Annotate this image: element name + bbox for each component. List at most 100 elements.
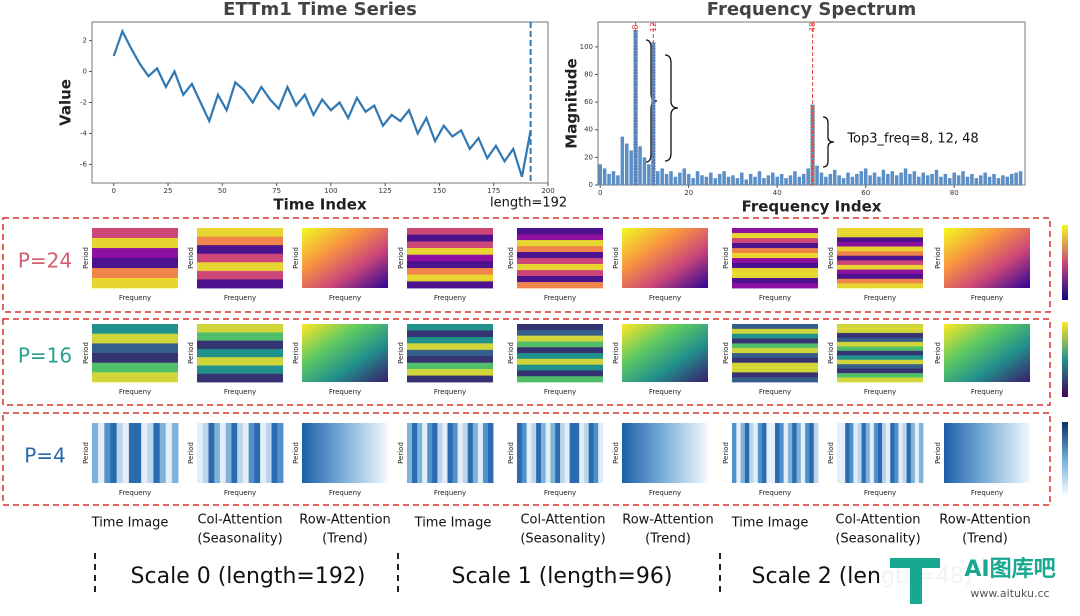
column-label: Time Image [91,516,169,531]
heatmap [622,228,708,288]
stripe [92,343,178,354]
stripe [92,278,178,289]
stripe [197,357,283,366]
heatmap-y-label: Period [827,442,835,464]
stripe [225,423,232,483]
stripe [545,423,551,483]
stripe [92,362,178,373]
column-sublabel: (Seasonality) [520,532,605,547]
bar [722,171,726,185]
heatmap-y-label: Period [612,342,620,364]
stripe [550,423,556,483]
stripe [407,423,413,483]
stripe [732,248,818,254]
heatmap [197,228,283,289]
bar [709,172,713,185]
bar [978,175,983,185]
stripe [732,377,818,383]
stripe [197,332,283,342]
stripe [732,353,818,359]
stripe [588,423,594,483]
heatmap [302,423,388,483]
stripe [861,423,867,483]
stripe [837,228,923,234]
stripe [517,358,603,366]
stripe [517,252,603,259]
heatmap-x-label: Frequeny [544,489,576,497]
heatmap-x-label: Frequeny [224,294,256,302]
heatmap-y-label: Period [397,442,405,464]
row-label: P=24 [18,249,72,273]
stripe [732,343,818,349]
bar [1005,176,1010,185]
bar [695,171,700,185]
heatmap-y-label: Period [397,342,405,364]
heatmap-trend [302,423,388,483]
bar [868,175,872,185]
stripe [869,423,875,483]
stripe [427,423,433,483]
stripe [813,423,819,483]
stripe [882,423,887,483]
bar [832,169,837,185]
heatmap-x-label: Frequeny [971,388,1003,396]
y-tick-label: -2 [80,99,87,107]
stripe [197,262,283,272]
stripe [407,343,493,351]
stripe [472,423,479,483]
heatmap [732,228,818,289]
stripe [260,423,267,483]
stripe [837,232,923,238]
x-tick-label: 0 [598,189,602,197]
bar [638,146,642,185]
stripe [92,228,178,239]
heatmap-y-label: Period [82,247,90,269]
heatmap-y-label: Period [82,342,90,364]
bar [704,176,709,185]
stripe [732,423,737,483]
column-label: Row-Attention [939,513,1030,528]
stripe [517,353,603,360]
stripe [837,368,923,374]
stripe [540,423,547,483]
stripe [517,282,603,289]
heatmap-trend [302,228,388,288]
stripe [837,246,923,252]
stripe [873,423,879,483]
stripe [732,372,818,378]
bar [766,175,771,185]
heatmap-y-label: Period [722,247,730,269]
y-axis-label: Value [57,79,75,126]
x-tick-label: 200 [541,187,554,195]
stripe [837,364,923,370]
stripe [857,423,863,483]
stripe [116,423,124,483]
y-tick-label: 80 [584,70,593,78]
x-tick-label: 100 [324,187,337,195]
row-box [2,318,1051,406]
heatmap-x-label: Frequeny [119,388,151,396]
bar [899,172,903,185]
stripe [477,423,484,483]
stripe [736,423,742,483]
heatmap [944,228,1030,288]
stripe [407,336,493,344]
bar [921,172,925,185]
y-tick-label: 2 [83,37,87,45]
colorbar [1062,422,1068,495]
bar [784,178,788,185]
stripe [753,423,759,483]
stripe [837,350,923,356]
bar [801,173,806,185]
bar [669,171,673,185]
stripe [837,260,923,266]
row-box [2,217,1051,313]
heatmap [92,228,178,289]
stripe [110,423,118,483]
stripe [732,348,818,354]
stripe [775,423,780,483]
stripe [837,355,923,361]
y-tick-label: -6 [80,160,88,168]
heatmap-x-label: Frequeny [329,388,361,396]
bar [908,173,912,185]
